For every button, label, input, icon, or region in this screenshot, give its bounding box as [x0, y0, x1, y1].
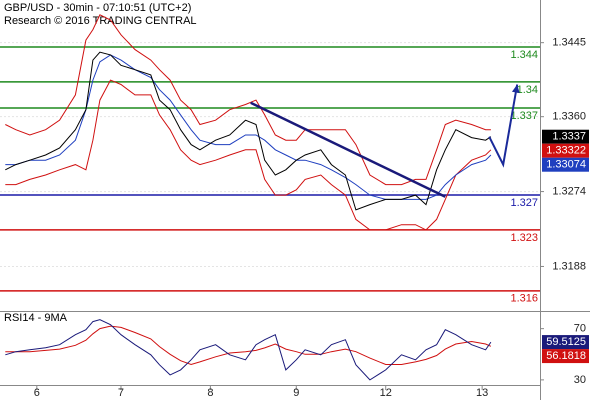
forecast-path — [488, 84, 519, 168]
series-line — [5, 325, 492, 366]
price-tag: 59.5125 — [546, 336, 586, 348]
price-tag: 1.3337 — [552, 131, 586, 143]
series-line — [5, 54, 492, 200]
y-tick-label: 70 — [574, 323, 586, 335]
y-tick-label: 1.3360 — [552, 111, 586, 123]
y-tick-label: 30 — [574, 374, 586, 386]
trendline — [250, 101, 446, 198]
x-tick-label: 13 — [476, 387, 488, 399]
price-tag: 56.1818 — [546, 350, 586, 362]
chart-subtitle: Research © 2016 TRADING CENTRAL — [4, 15, 197, 27]
series-line — [5, 14, 491, 186]
rsi-title: RSI14 - 9MA — [4, 312, 68, 324]
series-line — [5, 79, 492, 231]
forecast-arrowhead — [511, 84, 520, 94]
level-label: 1.316 — [510, 293, 538, 305]
level-label: 1.323 — [510, 232, 538, 244]
series-line — [5, 319, 492, 381]
x-tick-label: 6 — [34, 387, 40, 399]
chart-title: GBP/USD - 30min - 07:10:51 (UTC+2) — [4, 2, 191, 14]
x-tick-label: 9 — [293, 387, 299, 399]
price-tag-box — [542, 335, 589, 350]
price-tag-box — [542, 143, 589, 158]
series-line — [5, 51, 492, 211]
price-tag-box — [542, 157, 589, 172]
level-label: 1.337 — [510, 110, 538, 122]
price-tag-box — [542, 129, 589, 144]
x-tick-label: 12 — [380, 387, 392, 399]
level-label: 1.344 — [510, 49, 538, 61]
y-tick-label: 1.3188 — [552, 260, 586, 272]
price-tag-box — [542, 349, 589, 364]
price-tag: 1.33074 — [546, 159, 586, 171]
x-tick-label: 8 — [207, 387, 213, 399]
x-tick-label: 7 — [118, 387, 124, 399]
y-tick-label: 1.3445 — [552, 37, 586, 49]
y-tick-label: 1.3274 — [552, 185, 586, 197]
level-label: 1.327 — [510, 197, 538, 209]
price-tag: 1.33322 — [546, 145, 586, 157]
level-label: 1.34 — [517, 84, 538, 96]
